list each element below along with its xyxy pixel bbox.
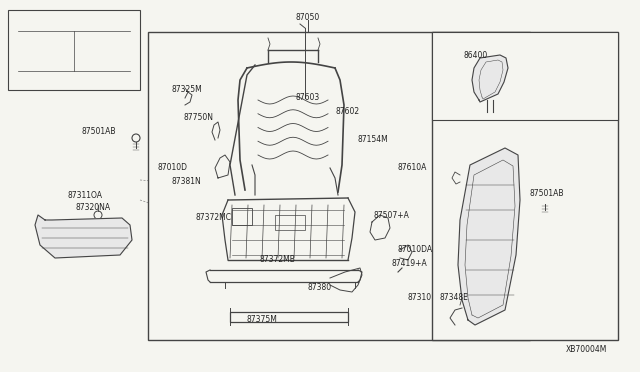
Text: 87325M: 87325M bbox=[172, 86, 203, 94]
Text: 87419+A: 87419+A bbox=[392, 260, 428, 269]
Text: 87507+A: 87507+A bbox=[374, 212, 410, 221]
Text: XB70004M: XB70004M bbox=[566, 346, 607, 355]
Text: 87311OA: 87311OA bbox=[68, 192, 103, 201]
Polygon shape bbox=[458, 148, 520, 325]
Polygon shape bbox=[35, 215, 132, 258]
Text: 87010D: 87010D bbox=[158, 164, 188, 173]
Text: 87154M: 87154M bbox=[358, 135, 388, 144]
Text: 87380: 87380 bbox=[308, 283, 332, 292]
Text: 87610A: 87610A bbox=[398, 164, 428, 173]
Text: 87381N: 87381N bbox=[172, 177, 202, 186]
Text: 87501AB: 87501AB bbox=[82, 128, 116, 137]
Text: 87750N: 87750N bbox=[183, 113, 213, 122]
Bar bbox=[8, 10, 140, 90]
Text: 87501AB: 87501AB bbox=[530, 189, 564, 199]
Bar bbox=[432, 32, 618, 120]
Bar bbox=[67, 41, 81, 59]
Text: 87603: 87603 bbox=[295, 93, 319, 103]
Text: 87602: 87602 bbox=[335, 108, 359, 116]
Bar bbox=[148, 32, 530, 340]
Bar bbox=[232, 208, 252, 225]
Text: 87348E: 87348E bbox=[440, 294, 469, 302]
Polygon shape bbox=[472, 55, 508, 102]
Text: 87010DA: 87010DA bbox=[398, 246, 433, 254]
Text: 87320NA: 87320NA bbox=[75, 203, 110, 212]
Bar bbox=[275, 215, 305, 230]
Text: 87310: 87310 bbox=[407, 294, 431, 302]
Text: 87050: 87050 bbox=[296, 13, 320, 22]
Text: 87375M: 87375M bbox=[246, 315, 277, 324]
Text: 87372MB: 87372MB bbox=[260, 256, 296, 264]
Bar bbox=[432, 32, 618, 340]
Text: 87372MC: 87372MC bbox=[196, 214, 232, 222]
Bar bbox=[230, 312, 348, 322]
Text: 86400: 86400 bbox=[464, 51, 488, 61]
